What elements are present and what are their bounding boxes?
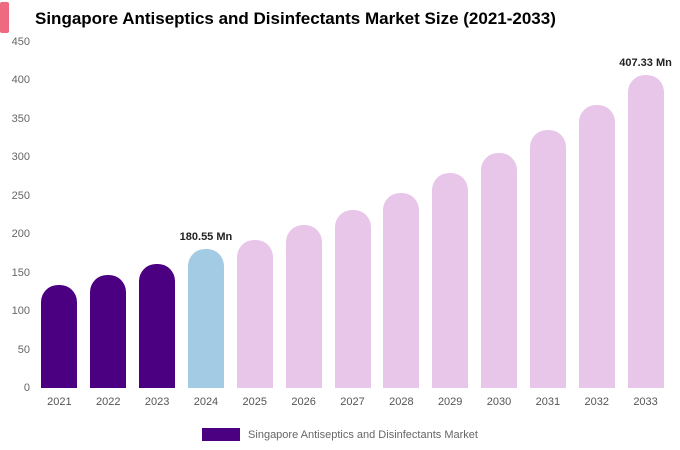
bar-2026 — [285, 225, 322, 388]
data-label-2033: 407.33 Mn — [619, 56, 672, 69]
bar-2024 — [187, 249, 224, 388]
bar-2033 — [627, 74, 664, 388]
y-tick-label: 250 — [11, 189, 30, 202]
data-label-2024: 180.55 Mn — [179, 231, 233, 244]
bar-2027 — [334, 209, 371, 388]
bar-2025 — [236, 239, 273, 388]
y-tick-label: 150 — [11, 266, 30, 279]
y-tick-label: 300 — [11, 151, 30, 164]
x-tick-label: 2024 — [193, 396, 219, 408]
x-tick-label: 2030 — [486, 396, 512, 408]
x-tick-label: 2025 — [242, 396, 268, 408]
x-tick-label: 2026 — [291, 396, 316, 408]
bar-2031 — [529, 129, 566, 388]
bar-2021 — [41, 284, 78, 388]
bar-2023 — [139, 264, 176, 388]
x-tick-label: 2031 — [535, 396, 561, 408]
y-tick-label: 400 — [11, 74, 30, 87]
x-tick-label: 2023 — [144, 396, 170, 408]
bar-2030 — [481, 152, 518, 388]
bar-2032 — [578, 105, 615, 388]
plot-area: 2021 2022 2023 2024 2025 2026 2027 2028 2029 2030… — [35, 42, 672, 408]
x-tick-label: 2028 — [389, 396, 414, 408]
chart-title: Singapore Antiseptics and Disinfectants … — [35, 9, 556, 28]
x-tick-label: 2022 — [96, 396, 121, 408]
bar-2022 — [90, 274, 127, 388]
y-tick-label: 350 — [11, 112, 30, 125]
x-tick-label: 2029 — [437, 396, 463, 408]
y-tick-label: 200 — [11, 228, 30, 241]
x-tick-label: 2033 — [633, 396, 658, 408]
y-tick-label: 0 — [23, 382, 30, 394]
x-tick-label: 2027 — [340, 396, 365, 408]
legend-swatch — [202, 428, 241, 441]
legend: Singapore Antiseptics and Disinfectants … — [0, 428, 680, 441]
y-tick-label: 100 — [11, 305, 30, 318]
y-tick-label: 450 — [11, 36, 30, 48]
bar-2029 — [432, 173, 469, 388]
bar-2028 — [383, 192, 420, 388]
y-tick-label: 50 — [17, 343, 30, 356]
x-tick-label: 2032 — [584, 396, 609, 408]
legend-label: Singapore Antiseptics and Disinfectants … — [248, 428, 478, 441]
x-tick-label: 2021 — [47, 396, 72, 408]
accent-bar — [0, 2, 9, 33]
